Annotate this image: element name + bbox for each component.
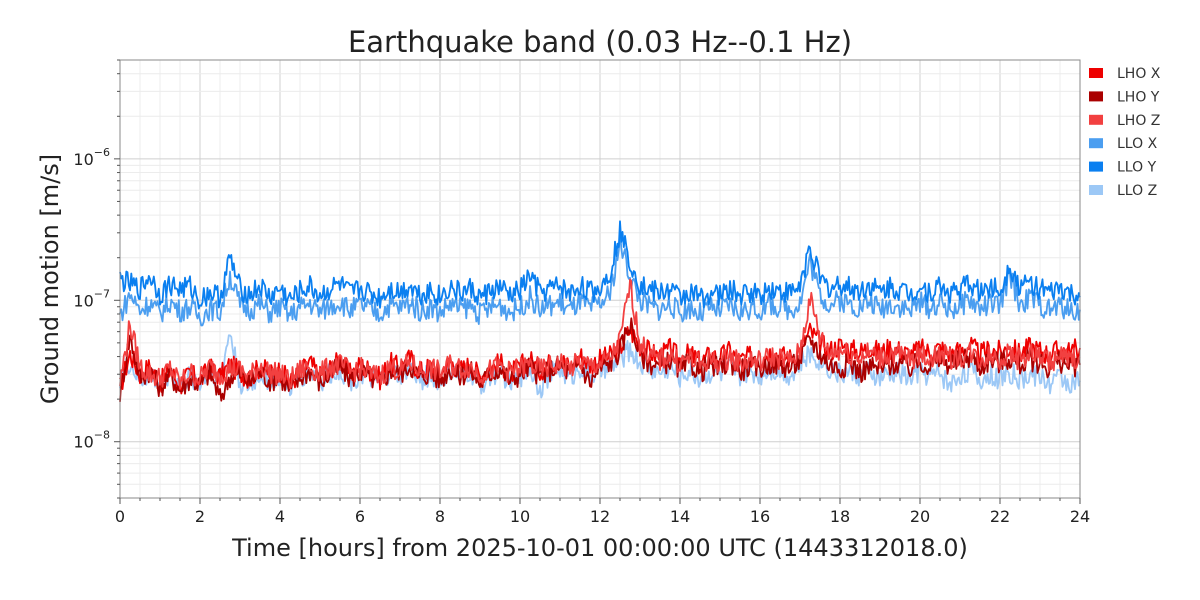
- legend-label: LHO Z: [1117, 113, 1160, 129]
- legend: LHO X LHO Y LHO Z LLO X LLO Y LLO Z: [1089, 66, 1161, 199]
- y-axis-label: Ground motion [m/s]: [36, 154, 64, 404]
- y-tick-label: 10−7: [73, 287, 110, 310]
- x-tick-label: 14: [670, 507, 690, 526]
- x-tick-label: 8: [435, 507, 445, 526]
- series-line-lho-z: [119, 278, 1081, 390]
- x-tick-label: 24: [1070, 507, 1090, 526]
- x-tick-label: 2: [195, 507, 205, 526]
- y-tick-label: 10−6: [73, 146, 110, 169]
- legend-swatch: [1089, 185, 1103, 195]
- legend-label: LHO Y: [1117, 89, 1160, 105]
- x-tick-label: 16: [750, 507, 770, 526]
- legend-label: LLO X: [1117, 136, 1158, 152]
- legend-label: LLO Z: [1117, 183, 1157, 199]
- y-tick-label: 10−8: [73, 429, 110, 452]
- series-layer: [119, 220, 1081, 402]
- legend-swatch: [1089, 114, 1103, 125]
- x-tick-label: 12: [590, 507, 610, 526]
- x-tick-label: 10: [510, 507, 530, 526]
- series-line-llo-y: [119, 220, 1081, 310]
- series-line-llo-x: [119, 231, 1081, 327]
- x-tick-label: 22: [990, 507, 1010, 526]
- x-tick-label: 18: [830, 507, 850, 526]
- x-axis-label: Time [hours] from 2025-10-01 00:00:00 UT…: [231, 534, 968, 562]
- legend-swatch: [1089, 68, 1103, 78]
- chart-title: Earthquake band (0.03 Hz--0.1 Hz): [348, 25, 852, 59]
- legend-swatch: [1089, 161, 1103, 172]
- legend-swatch: [1089, 91, 1103, 102]
- x-tick-label: 4: [275, 507, 285, 526]
- x-tick-label: 20: [910, 507, 930, 526]
- x-tick-label: 0: [115, 507, 125, 526]
- legend-label: LLO Y: [1117, 160, 1157, 176]
- legend-label: LHO X: [1117, 66, 1161, 82]
- x-tick-label: 6: [355, 507, 365, 526]
- legend-swatch: [1089, 138, 1103, 149]
